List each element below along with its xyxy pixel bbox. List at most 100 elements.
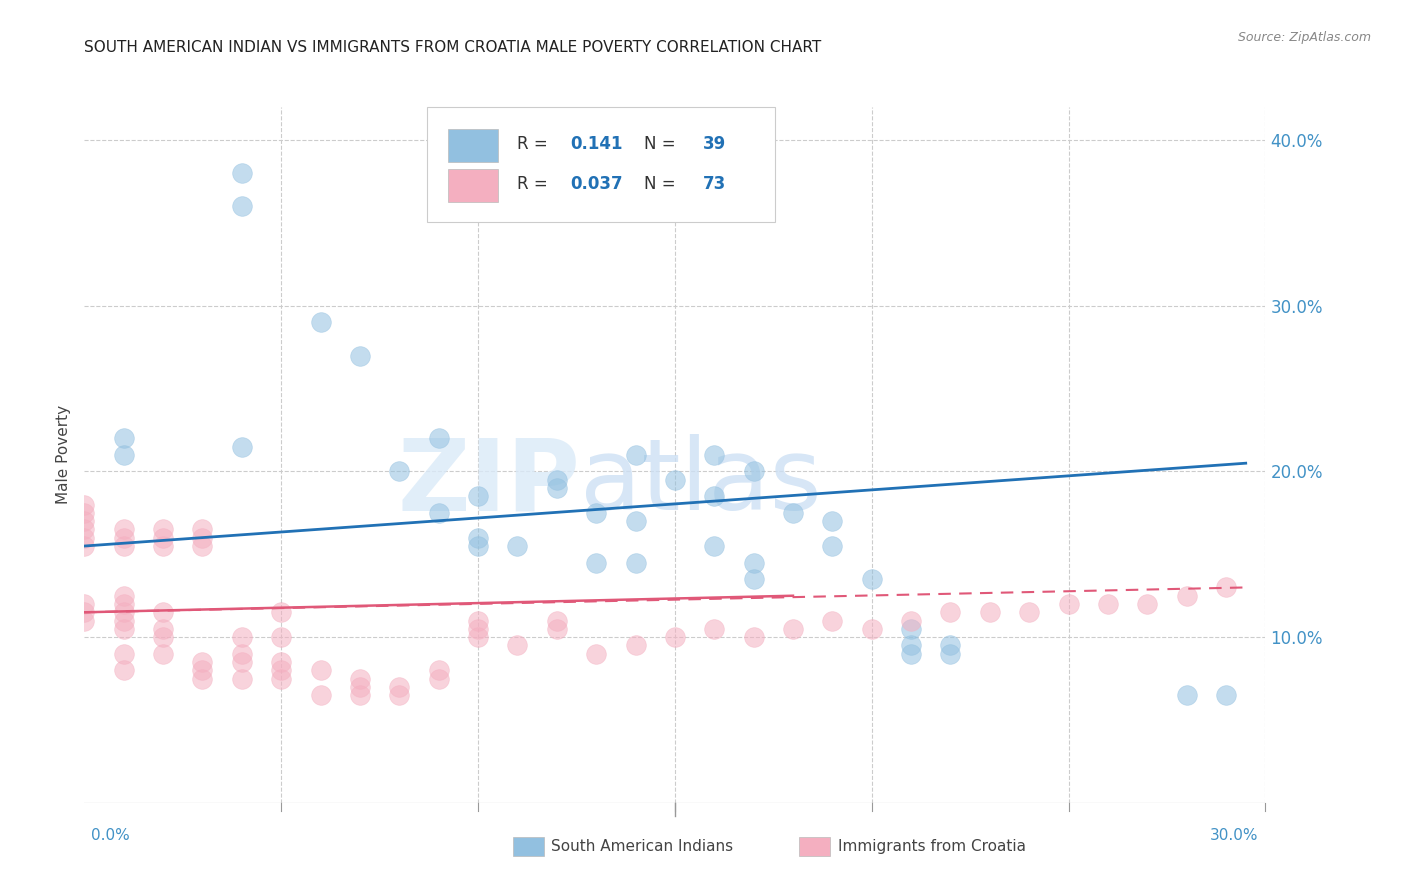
Point [467, 489, 489, 503]
Point [270, 672, 292, 686]
Point [506, 639, 529, 653]
Point [703, 622, 725, 636]
Y-axis label: Male Poverty: Male Poverty [56, 405, 72, 505]
Point [231, 166, 253, 180]
Text: R =: R = [516, 135, 553, 153]
Point [112, 622, 135, 636]
Text: 73: 73 [703, 175, 727, 193]
Point [1175, 589, 1198, 603]
Point [821, 539, 844, 553]
Point [467, 622, 489, 636]
Point [152, 531, 174, 545]
Point [349, 672, 371, 686]
Point [349, 349, 371, 363]
Point [309, 315, 332, 329]
Point [939, 647, 962, 661]
Point [1175, 688, 1198, 702]
Point [585, 556, 607, 570]
Text: N =: N = [644, 135, 681, 153]
Point [112, 597, 135, 611]
Point [427, 506, 450, 520]
Point [349, 688, 371, 702]
Point [112, 663, 135, 677]
Point [112, 523, 135, 537]
Point [112, 448, 135, 462]
Point [979, 605, 1001, 619]
Point [73, 523, 96, 537]
Point [231, 672, 253, 686]
Point [309, 663, 332, 677]
Point [1018, 605, 1040, 619]
FancyBboxPatch shape [427, 107, 775, 222]
Point [270, 655, 292, 669]
Point [73, 614, 96, 628]
Point [191, 655, 214, 669]
Point [73, 498, 96, 512]
Point [900, 639, 922, 653]
Text: ZIP: ZIP [398, 434, 581, 532]
Point [112, 539, 135, 553]
Text: 0.0%: 0.0% [91, 829, 131, 843]
Point [309, 688, 332, 702]
Point [1057, 597, 1080, 611]
Point [546, 614, 568, 628]
Point [231, 630, 253, 644]
Point [821, 614, 844, 628]
Point [1215, 581, 1237, 595]
Point [467, 531, 489, 545]
Point [427, 431, 450, 445]
Point [742, 556, 765, 570]
Text: Source: ZipAtlas.com: Source: ZipAtlas.com [1237, 31, 1371, 45]
Point [73, 605, 96, 619]
Point [782, 622, 804, 636]
Text: R =: R = [516, 175, 553, 193]
Point [742, 572, 765, 586]
Point [585, 647, 607, 661]
Point [742, 630, 765, 644]
Point [73, 531, 96, 545]
Text: atlas: atlas [581, 434, 823, 532]
Point [546, 481, 568, 495]
Text: South American Indians: South American Indians [551, 839, 734, 854]
Point [191, 672, 214, 686]
Point [546, 473, 568, 487]
Point [191, 531, 214, 545]
Point [427, 663, 450, 677]
Point [112, 647, 135, 661]
Point [191, 539, 214, 553]
Point [112, 531, 135, 545]
FancyBboxPatch shape [449, 129, 498, 162]
Point [427, 672, 450, 686]
Point [900, 622, 922, 636]
Point [900, 647, 922, 661]
Point [73, 539, 96, 553]
Text: 30.0%: 30.0% [1211, 829, 1258, 843]
Text: N =: N = [644, 175, 681, 193]
Point [112, 605, 135, 619]
Point [73, 597, 96, 611]
Point [742, 465, 765, 479]
Point [349, 680, 371, 694]
Point [703, 489, 725, 503]
Point [467, 539, 489, 553]
Point [703, 539, 725, 553]
Point [152, 647, 174, 661]
Point [467, 614, 489, 628]
Point [1215, 688, 1237, 702]
Point [270, 663, 292, 677]
Point [231, 647, 253, 661]
Text: 0.141: 0.141 [569, 135, 623, 153]
Point [546, 622, 568, 636]
Point [939, 639, 962, 653]
Text: SOUTH AMERICAN INDIAN VS IMMIGRANTS FROM CROATIA MALE POVERTY CORRELATION CHART: SOUTH AMERICAN INDIAN VS IMMIGRANTS FROM… [84, 40, 821, 55]
Point [231, 440, 253, 454]
Point [388, 688, 411, 702]
Point [506, 539, 529, 553]
Point [112, 431, 135, 445]
Point [73, 514, 96, 528]
Point [270, 630, 292, 644]
Point [152, 539, 174, 553]
Point [585, 506, 607, 520]
FancyBboxPatch shape [449, 169, 498, 202]
Point [388, 680, 411, 694]
